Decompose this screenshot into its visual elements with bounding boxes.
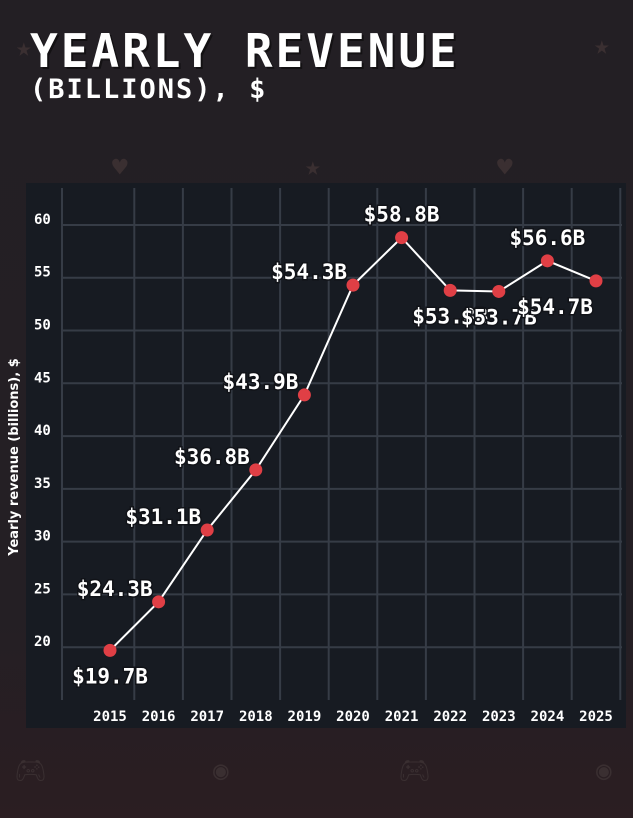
y-tick-label: 25 xyxy=(34,581,51,597)
data-label: $54.7B xyxy=(517,295,593,319)
data-point xyxy=(395,231,409,245)
gamepad-icon: 🎮︎ xyxy=(398,756,432,786)
x-tick-label: 2023 xyxy=(482,709,516,725)
chart-subtitle: (BILLIONS), $ xyxy=(30,74,268,105)
star-icon: ★ xyxy=(594,31,610,61)
data-point xyxy=(540,254,554,268)
data-label: $54.3B xyxy=(271,260,347,284)
data-point xyxy=(200,523,214,537)
data-label: $53.7B xyxy=(461,305,537,329)
y-tick-label: 45 xyxy=(34,370,51,386)
y-tick-label: 50 xyxy=(34,318,51,334)
grid xyxy=(61,188,622,700)
x-tick-label: 2025 xyxy=(579,709,613,725)
data-labels: $19.7B $24.3B $31.1B $36.8B $43.9B $54.3B $58.… xyxy=(71,201,595,690)
x-tick-label: 2021 xyxy=(385,709,419,725)
data-label: $56.6B xyxy=(509,226,585,250)
data-label: $24.3B xyxy=(77,577,153,601)
data-label: $43.9B xyxy=(223,370,299,394)
y-tick-label: 40 xyxy=(34,423,51,439)
data-point xyxy=(152,595,166,609)
y-axis-label: Yearly revenue (billions), $ xyxy=(7,358,22,557)
data-point xyxy=(492,284,506,298)
data-label: $31.1B xyxy=(125,505,201,529)
data-point xyxy=(249,463,263,477)
x-tick-label: 2018 xyxy=(239,709,273,725)
star-icon: ★ xyxy=(16,33,32,63)
x-tick-label: 2020 xyxy=(336,709,370,725)
x-tick-label: 2024 xyxy=(531,709,565,725)
chart-title: YEARLY REVENUE xyxy=(30,24,460,78)
x-tick-label: 2016 xyxy=(142,709,176,725)
y-tick-label: 55 xyxy=(34,265,51,281)
data-point xyxy=(103,643,117,657)
coin-icon: ◉ xyxy=(213,756,229,786)
y-tick-label: 60 xyxy=(34,212,51,228)
data-point xyxy=(346,278,360,292)
coin-icon: ◉ xyxy=(596,756,612,786)
data-label: $19.7B xyxy=(72,664,148,688)
heart-icon: ♥ xyxy=(112,153,128,183)
data-point xyxy=(297,388,311,402)
data-label: $58.8B xyxy=(364,203,440,227)
star-icon: ★ xyxy=(305,152,321,182)
gamepad-icon: 🎮︎ xyxy=(14,756,48,786)
data-point xyxy=(589,274,603,288)
x-tick-label: 2017 xyxy=(190,709,224,725)
y-tick-labels: 20 25 30 35 40 45 50 55 60 xyxy=(34,212,51,650)
data-label: $53.8B xyxy=(412,304,488,328)
data-point xyxy=(443,283,457,297)
data-label: $36.8B xyxy=(174,445,250,469)
x-tick-label: 2022 xyxy=(433,709,467,725)
y-tick-label: 30 xyxy=(34,529,51,545)
x-tick-label: 2015 xyxy=(93,709,127,725)
x-tick-labels: 2015 2016 2017 2018 2019 2020 2021 2022 2023 2024… xyxy=(93,709,613,725)
data-points xyxy=(103,231,603,657)
y-tick-label: 20 xyxy=(34,634,51,650)
x-tick-label: 2019 xyxy=(288,709,322,725)
heart-icon: ♥ xyxy=(497,153,513,183)
y-tick-label: 35 xyxy=(34,476,51,492)
